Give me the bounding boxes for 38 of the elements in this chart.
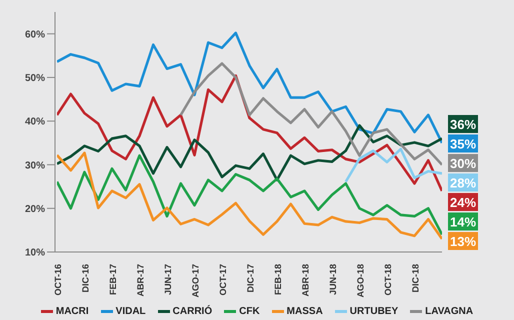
data-label: 30%: [450, 156, 476, 171]
x-tick-label: JUN-17: [163, 264, 173, 296]
x-tick-label: DIC-17: [246, 264, 256, 293]
data-label: 13%: [450, 234, 476, 249]
x-tick-label: FEB-17: [108, 264, 118, 296]
x-tick-label: ABR-17: [136, 264, 146, 297]
x-tick-label: FEB-18: [273, 264, 283, 296]
line-series: [57, 32, 442, 144]
legend-label: MASSA: [286, 306, 323, 316]
x-tick-label: OCT-18: [383, 264, 393, 296]
x-tick-label: DIC-16: [80, 264, 90, 293]
x-tick-label: JUN-18: [328, 264, 338, 296]
x-tick-label: OCT-17: [218, 264, 228, 296]
y-tick-label: 40%: [24, 116, 46, 128]
data-label: 35%: [450, 136, 476, 152]
x-tick-label: AGO-18: [356, 264, 366, 298]
data-label: 36%: [450, 117, 476, 132]
legend-label: CARRIÓ: [172, 306, 212, 316]
y-tick-label: 10%: [24, 248, 46, 259]
y-tick-label: 30%: [24, 160, 46, 172]
x-tick-label: ABR-18: [300, 264, 310, 297]
legend-label: MACRI: [54, 306, 89, 316]
legend-label: LAVAGNA: [424, 306, 474, 316]
legend-label: URTUBEY: [348, 306, 398, 316]
line-series: [179, 62, 442, 166]
y-tick-label: 50%: [24, 73, 46, 84]
x-tick-label: OCT-16: [53, 264, 63, 296]
legend-label: VIDAL: [114, 306, 146, 316]
y-tick-label: 20%: [24, 204, 46, 215]
y-tick-label: 60%: [24, 29, 46, 40]
x-tick-label: DIC-18: [410, 264, 420, 293]
legend-label: CFK: [238, 306, 260, 316]
data-label: 14%: [450, 214, 476, 230]
x-tick-label: AGO-17: [190, 264, 200, 298]
data-label: 24%: [450, 195, 476, 210]
line-series: [344, 148, 442, 184]
data-label: 28%: [450, 176, 476, 190]
line-series: [57, 124, 442, 182]
